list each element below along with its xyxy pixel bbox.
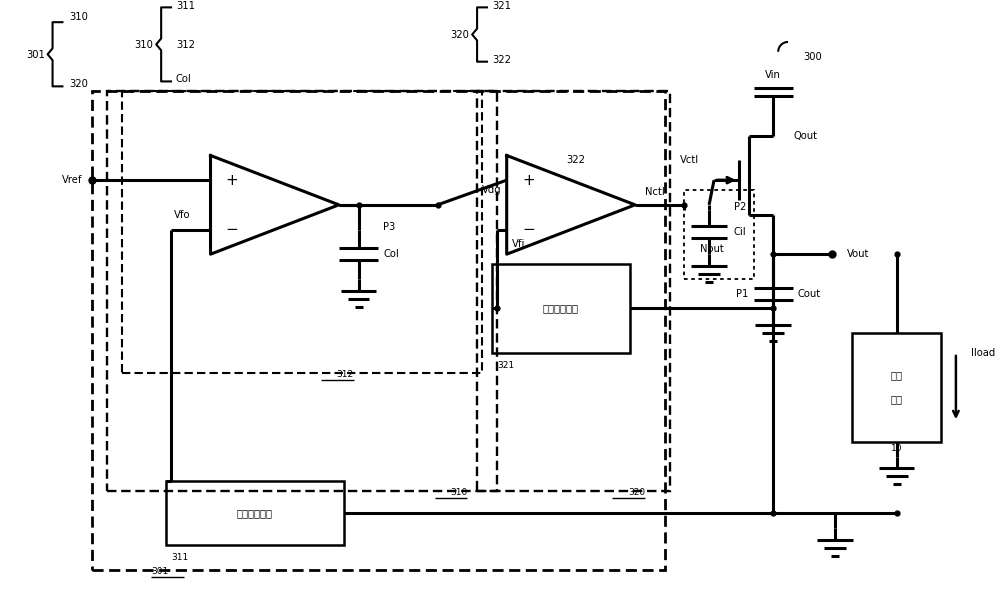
Bar — [107, 91, 497, 491]
Text: 310: 310 — [134, 40, 153, 50]
Text: Vfi: Vfi — [512, 240, 525, 249]
Bar — [852, 333, 941, 442]
Text: Vout: Vout — [847, 249, 870, 259]
Text: Vfo: Vfo — [174, 210, 190, 219]
Bar — [166, 481, 344, 546]
Text: 负载: 负载 — [891, 371, 903, 381]
Text: 301: 301 — [26, 49, 45, 60]
Bar — [122, 91, 482, 373]
Bar — [477, 91, 670, 491]
Text: 301: 301 — [151, 567, 169, 576]
Text: Vref: Vref — [62, 175, 82, 185]
Text: P3: P3 — [383, 222, 396, 232]
Text: 321: 321 — [492, 1, 511, 12]
Text: Nctl: Nctl — [645, 187, 665, 197]
Text: 322: 322 — [566, 155, 585, 166]
Text: 电路: 电路 — [891, 394, 903, 404]
Text: Nout: Nout — [700, 244, 724, 254]
Text: +: + — [226, 173, 239, 188]
Text: Col: Col — [383, 249, 399, 259]
Text: 322: 322 — [492, 55, 511, 65]
Text: 312: 312 — [176, 40, 195, 50]
Text: Cout: Cout — [798, 288, 821, 299]
Text: +: + — [522, 173, 535, 188]
Text: 310: 310 — [450, 488, 467, 497]
Text: Cil: Cil — [734, 227, 746, 237]
Bar — [684, 190, 754, 279]
Text: 321: 321 — [497, 361, 514, 370]
Text: 300: 300 — [803, 52, 822, 62]
Text: Vin: Vin — [765, 70, 781, 79]
Text: 320: 320 — [69, 79, 88, 89]
Text: 312: 312 — [337, 370, 354, 379]
Text: 320: 320 — [628, 488, 645, 497]
Text: Iload: Iload — [971, 348, 995, 358]
Text: 10: 10 — [891, 444, 902, 453]
Bar — [492, 264, 630, 353]
Text: P1: P1 — [736, 288, 749, 299]
Text: Col: Col — [176, 75, 192, 84]
Text: 310: 310 — [69, 12, 88, 22]
Text: 320: 320 — [450, 30, 469, 40]
Text: 311: 311 — [176, 1, 195, 12]
Text: P2: P2 — [734, 202, 746, 212]
Bar — [92, 91, 665, 570]
Text: Qout: Qout — [793, 131, 817, 141]
Text: 311: 311 — [171, 554, 188, 562]
Text: Vctl: Vctl — [680, 155, 699, 166]
Text: −: − — [522, 222, 535, 237]
Text: 外部反馈电路: 外部反馈电路 — [237, 508, 273, 518]
Text: −: − — [226, 222, 239, 237]
Text: 内部反馈电路: 内部反馈电路 — [543, 304, 579, 313]
Text: Vdg: Vdg — [482, 185, 502, 195]
